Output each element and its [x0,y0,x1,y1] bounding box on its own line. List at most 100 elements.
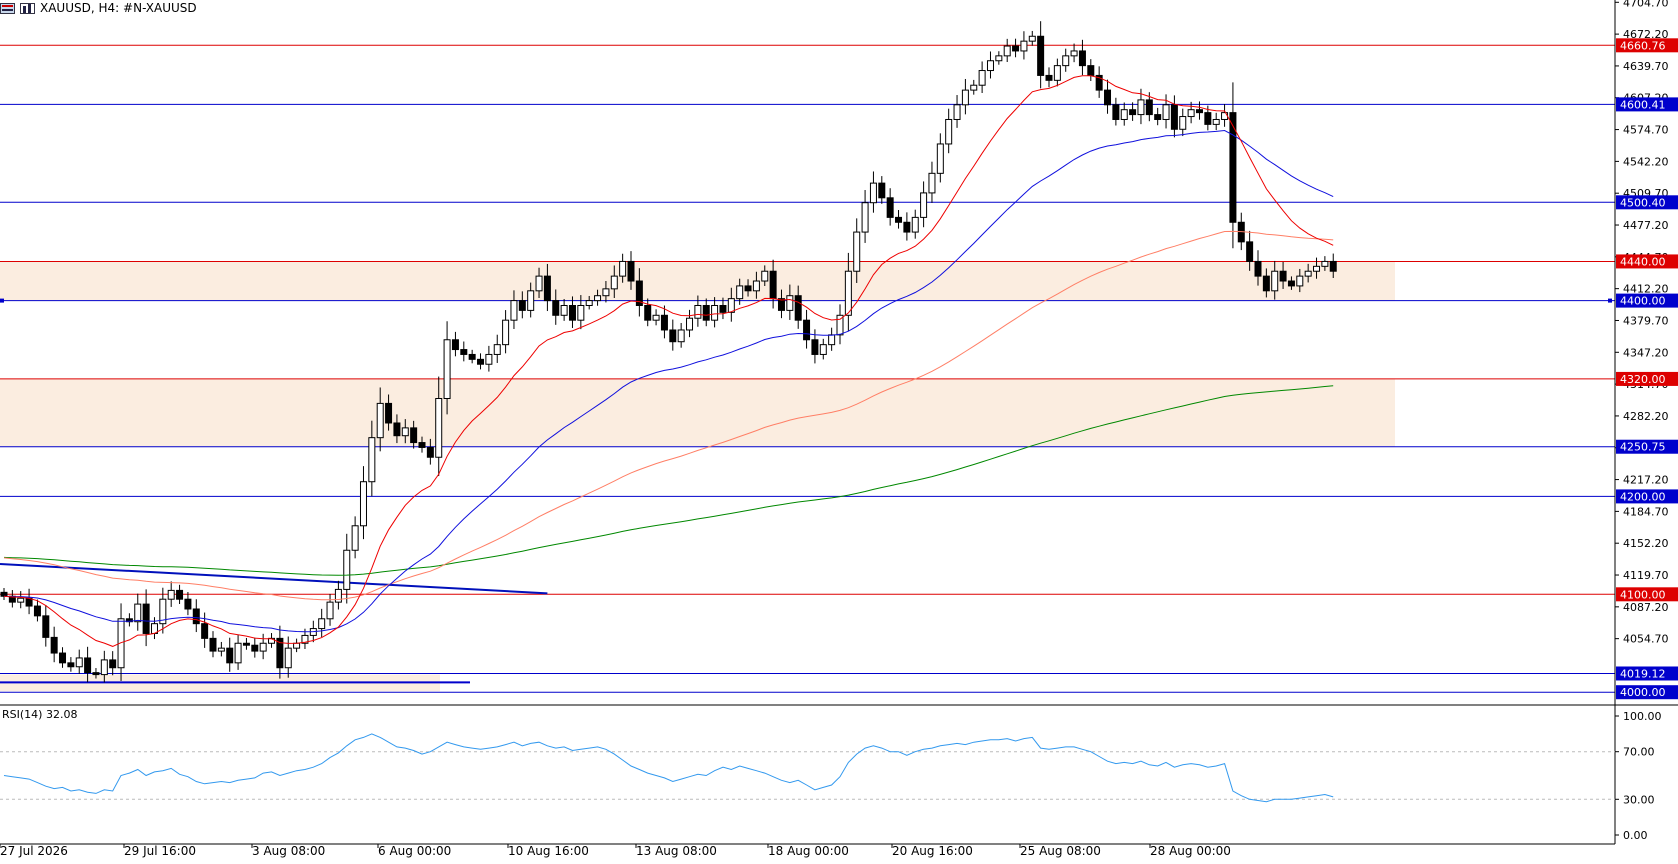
candle[interactable] [560,304,568,316]
candle[interactable] [920,192,928,218]
chart-window-icon[interactable] [20,2,35,14]
candle[interactable] [493,344,501,355]
candle[interactable] [351,525,359,551]
candle[interactable] [1045,74,1053,81]
candle[interactable] [1020,40,1028,52]
candle[interactable] [970,84,978,91]
candle[interactable] [1070,50,1078,57]
candle[interactable] [978,70,986,86]
candle[interactable] [1179,116,1187,130]
candle[interactable] [844,270,852,316]
candle[interactable] [502,319,510,346]
candle[interactable] [167,589,175,600]
candle[interactable] [50,636,58,654]
candle[interactable] [1195,109,1203,114]
candle[interactable] [201,623,209,639]
candle[interactable] [744,285,752,292]
candle[interactable] [719,304,727,313]
candle[interactable] [1154,114,1162,120]
candle[interactable] [259,642,267,652]
candle[interactable] [451,339,459,351]
candle[interactable] [619,260,627,277]
candle[interactable] [961,89,969,106]
candle[interactable] [936,143,944,174]
candle[interactable] [995,55,1003,62]
candle[interactable] [17,597,25,603]
candle[interactable] [251,644,259,652]
candle[interactable] [903,221,911,233]
level-price-tag[interactable] [1616,439,1678,454]
candle[interactable] [644,304,652,321]
candle[interactable] [677,329,685,343]
candle[interactable] [59,652,67,664]
candle[interactable] [1221,112,1229,120]
candle[interactable] [209,637,217,652]
candle[interactable] [226,647,234,664]
candle[interactable] [1120,109,1128,120]
level-price-tag[interactable] [1616,38,1678,53]
candle[interactable] [836,314,844,336]
candle[interactable] [811,339,819,355]
candle[interactable] [1262,275,1270,292]
candle[interactable] [552,300,560,316]
candle[interactable] [1204,112,1212,125]
candle[interactable] [986,60,994,72]
candle[interactable] [368,437,376,483]
candle[interactable] [33,605,41,617]
candle[interactable] [468,353,476,360]
candle[interactable] [293,642,301,649]
candle[interactable] [1129,109,1137,116]
candle[interactable] [435,398,443,458]
candle[interactable] [117,618,125,669]
candle[interactable] [953,104,961,120]
candle[interactable] [594,295,602,302]
level-price-tag[interactable] [1616,254,1678,269]
level-price-tag[interactable] [1616,293,1678,308]
candle[interactable] [159,598,167,625]
candle[interactable] [1037,35,1045,76]
candle[interactable] [1296,275,1304,287]
candle[interactable] [794,295,802,321]
candle[interactable] [385,402,393,424]
candle[interactable] [217,647,225,652]
level-anchor[interactable] [1608,298,1612,303]
candle[interactable] [460,349,468,355]
candle[interactable] [518,300,526,311]
candle[interactable] [42,615,50,638]
candle[interactable] [234,642,242,664]
candle[interactable] [752,280,760,292]
candle[interactable] [1329,260,1337,272]
candle[interactable] [1187,109,1195,118]
candle[interactable] [945,118,953,145]
candle[interactable] [1078,50,1086,67]
candle[interactable] [627,260,635,282]
candle[interactable] [736,285,744,300]
candle[interactable] [669,329,677,343]
candle[interactable] [100,659,108,676]
level-price-tag[interactable] [1616,587,1678,602]
candle[interactable] [1028,35,1036,42]
candle[interactable] [1087,65,1095,76]
candle[interactable] [393,422,401,437]
candle[interactable] [443,339,451,400]
candle[interactable] [410,427,418,444]
candle[interactable] [786,295,794,311]
candle[interactable] [777,298,785,311]
candle[interactable] [1321,260,1329,267]
candle[interactable] [109,659,117,669]
candle[interactable] [1145,99,1153,116]
candle[interactable] [602,288,610,297]
level-price-tag[interactable] [1616,685,1678,700]
candle[interactable] [176,589,184,600]
candle[interactable] [242,642,250,646]
candle[interactable] [343,549,351,590]
candle[interactable] [1095,74,1103,91]
candle[interactable] [610,275,618,290]
level-anchor[interactable] [0,298,4,303]
candle[interactable] [192,608,200,625]
candle[interactable] [686,317,694,331]
candle[interactable] [1246,241,1254,262]
candle[interactable] [418,442,426,448]
candle[interactable] [1313,265,1321,272]
